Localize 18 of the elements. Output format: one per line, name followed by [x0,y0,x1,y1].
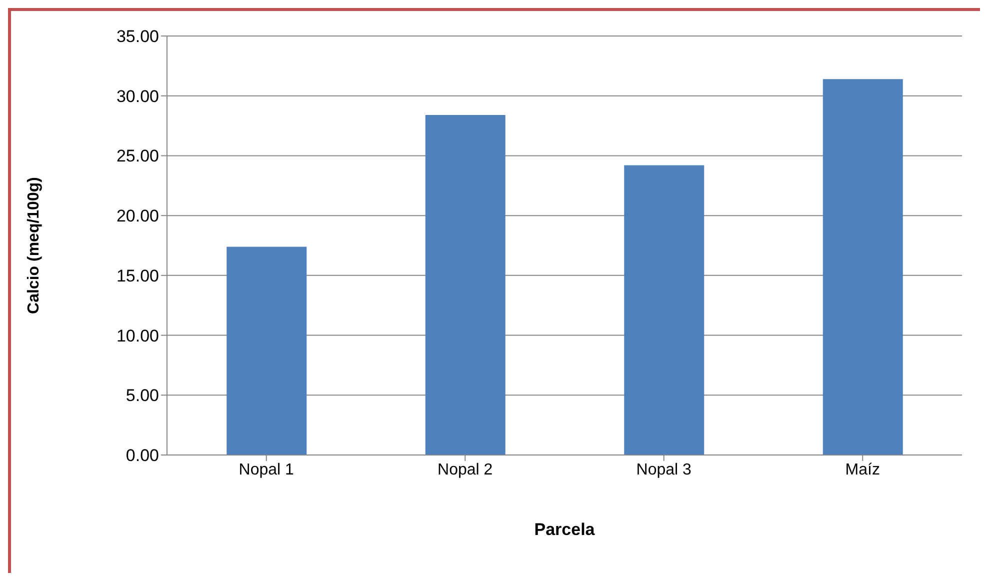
x-tick-label: Nopal 2 [438,461,493,478]
y-tick-label: 25.00 [116,146,159,166]
y-tick-label: 30.00 [116,86,159,106]
x-axis-title: Parcela [534,520,596,539]
y-axis-title: Calcio (meq/100g) [26,177,43,314]
y-tick-label: 5.00 [126,386,159,406]
y-tick-label: 20.00 [116,206,159,226]
x-tick-label: Nopal 3 [636,461,692,478]
bar [822,79,903,455]
x-tick-label: Maíz [845,461,880,478]
y-tick-label: 10.00 [116,326,159,346]
bar [226,246,307,455]
y-tick-label: 0.00 [126,446,159,466]
x-tick-label: Nopal 1 [238,461,294,478]
y-tick-label: 15.00 [116,266,159,286]
bar [624,165,704,455]
bar [425,115,506,455]
y-tick-label: 35.00 [116,27,159,46]
